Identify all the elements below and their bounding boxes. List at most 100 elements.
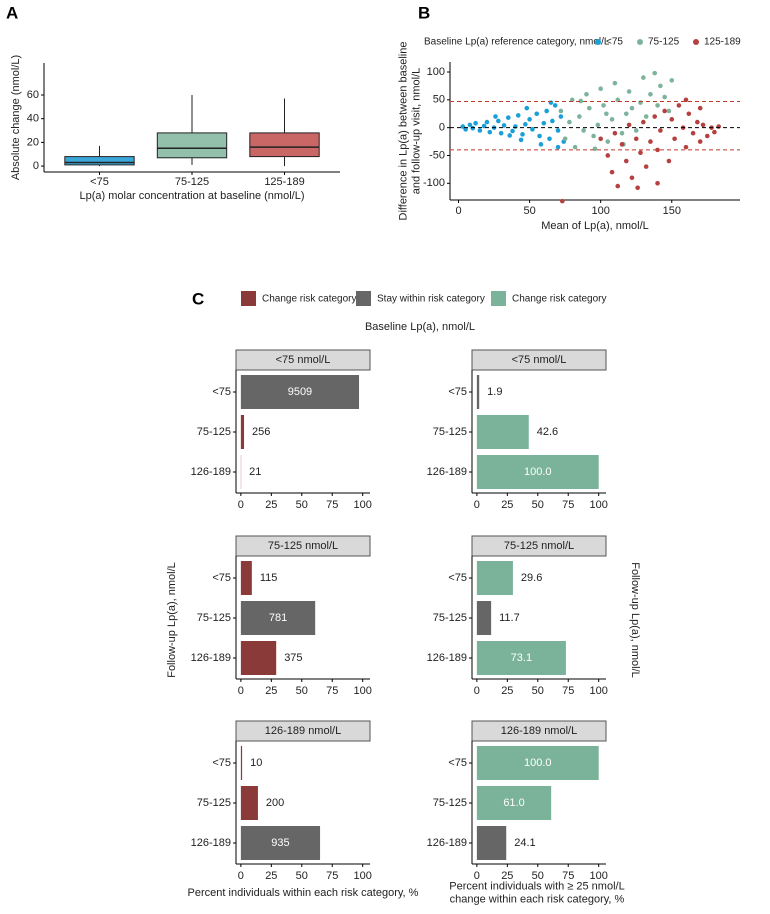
point <box>669 78 675 83</box>
x-tick-label: 75 <box>562 870 574 882</box>
point <box>629 175 635 181</box>
bar-label: 24.1 <box>514 837 535 849</box>
strip-label: 126-189 nmol/L <box>265 725 341 737</box>
point <box>496 118 501 124</box>
x-tick-label: 25 <box>501 499 513 511</box>
point <box>550 118 555 124</box>
y-tick-label: <75 <box>212 572 231 584</box>
point <box>555 144 561 150</box>
point <box>633 136 639 142</box>
bar-label: 61.0 <box>503 797 524 809</box>
point <box>591 133 596 139</box>
point <box>538 142 544 147</box>
x-axis-label: Mean of Lp(a), nmol/L <box>541 220 649 232</box>
point <box>470 125 476 131</box>
y-tick-label: <75 <box>448 572 467 584</box>
point <box>537 133 542 139</box>
bar <box>476 601 492 635</box>
y-tick-label: 75-125 <box>197 797 231 809</box>
x-tick-label: 75 <box>326 685 338 697</box>
point <box>547 136 552 142</box>
bar-label: 375 <box>284 652 302 664</box>
strip-label: 75-125 nmol/L <box>504 540 574 552</box>
point <box>686 111 692 117</box>
point <box>695 119 700 125</box>
point <box>552 103 558 108</box>
bar-label: 10 <box>250 757 262 769</box>
point <box>619 130 625 136</box>
legend-swatch <box>595 39 601 45</box>
strip <box>471 720 607 742</box>
x-tick-label: 0 <box>238 870 244 882</box>
point <box>520 132 525 137</box>
point <box>578 98 584 104</box>
y-axis-label: Difference in Lp(a) between baseline <box>397 42 409 221</box>
point <box>612 80 618 86</box>
point <box>501 123 507 128</box>
point <box>493 114 498 119</box>
strip <box>471 349 607 371</box>
point <box>481 123 487 129</box>
bar-label: 1.9 <box>487 386 502 398</box>
y-tick-label: <75 <box>212 757 231 769</box>
point <box>655 147 660 153</box>
point <box>595 122 601 128</box>
x-tick-label: 0 <box>474 685 480 697</box>
point <box>658 83 663 89</box>
point <box>662 94 667 100</box>
point <box>662 108 667 114</box>
bar <box>476 561 513 595</box>
y-axis-label: Absolute change (nmol/L) <box>10 55 22 180</box>
point <box>484 119 490 125</box>
point <box>648 91 653 97</box>
y-tick-label: 40 <box>27 113 39 125</box>
x-tick-label: 75 <box>326 499 338 511</box>
chart-title: Baseline Lp(a), nmol/L <box>365 321 475 333</box>
strip <box>471 535 607 557</box>
bar <box>240 561 252 595</box>
bar <box>476 455 599 489</box>
x-tick-label: 0 <box>238 499 244 511</box>
point <box>623 111 629 117</box>
legend-swatch <box>356 291 371 306</box>
point <box>626 122 632 128</box>
legend-label: Change risk category <box>262 294 357 305</box>
point <box>555 128 561 133</box>
legend-label: 125-189 <box>704 37 741 48</box>
x-tick-label: 25 <box>265 499 277 511</box>
bar <box>240 375 360 409</box>
x-axis-label: Percent individuals with ≥ 25 nmol/L <box>449 880 624 892</box>
bar <box>240 786 258 820</box>
point <box>558 114 564 119</box>
point <box>697 139 703 144</box>
legend-swatch <box>241 291 256 306</box>
legend-swatch <box>491 291 506 306</box>
bar-label: 100.0 <box>524 466 552 478</box>
point <box>683 97 689 103</box>
bar-label: 73.1 <box>511 652 532 664</box>
point <box>601 103 606 108</box>
x-axis-label: change within each risk category, % <box>450 893 625 905</box>
point <box>615 183 621 189</box>
y-tick-label: 0 <box>33 160 39 172</box>
point <box>524 105 530 111</box>
bar <box>476 786 552 820</box>
panel-label: A <box>6 3 18 22</box>
x-tick-label: <75 <box>90 176 109 188</box>
x-tick-label: 50 <box>296 870 308 882</box>
y-axis-label: Follow-up Lp(a), nmol/L <box>166 562 178 678</box>
y-tick-label: -50 <box>429 149 445 161</box>
point <box>641 119 646 125</box>
y-tick-label: 75-125 <box>433 797 467 809</box>
bar <box>476 826 507 860</box>
point <box>569 97 575 103</box>
x-tick-label: 100 <box>354 685 372 697</box>
x-tick-label: 50 <box>296 499 308 511</box>
bar-label: 9509 <box>288 386 312 398</box>
x-tick-label: 0 <box>474 499 480 511</box>
bar <box>240 641 277 675</box>
bar <box>476 641 566 675</box>
bar-label: 42.6 <box>537 426 558 438</box>
point <box>487 129 493 135</box>
bar-label: 256 <box>252 426 270 438</box>
